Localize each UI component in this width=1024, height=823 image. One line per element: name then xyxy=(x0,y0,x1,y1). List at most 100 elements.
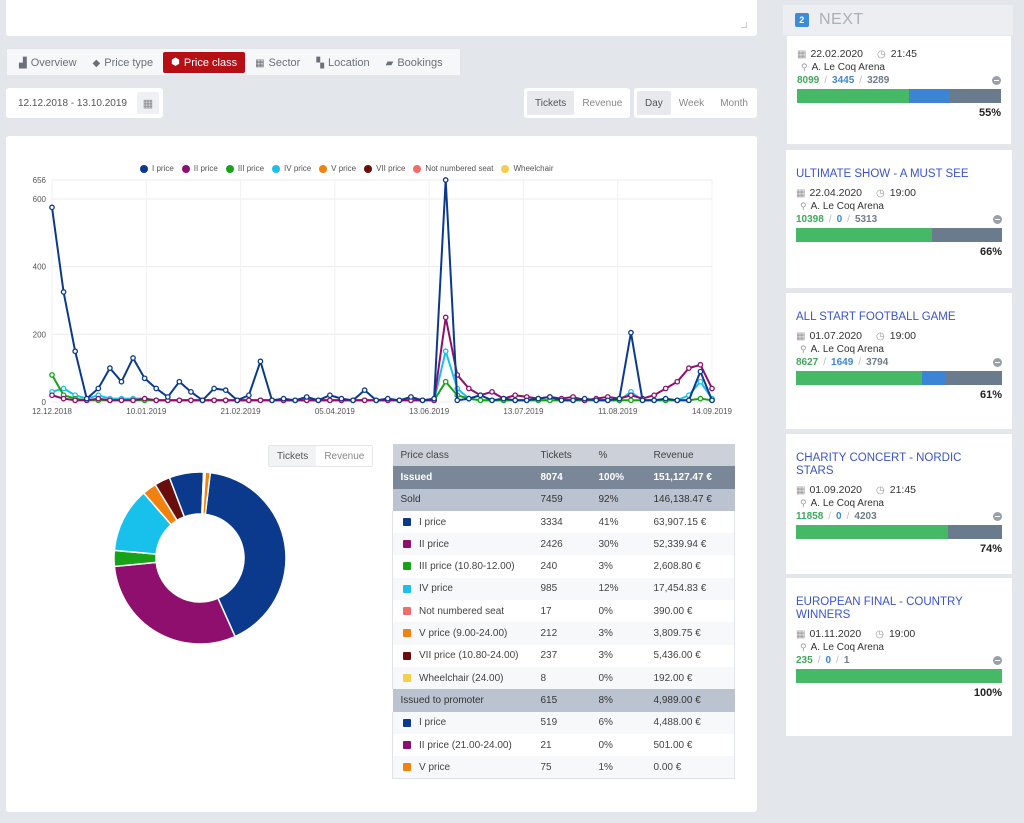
tab-price-class[interactable]: ⬢ Price class xyxy=(163,52,246,73)
tab-sector[interactable]: ▦ Sector xyxy=(255,57,301,69)
calendar-icon: ▦ xyxy=(796,330,806,342)
data-point xyxy=(662,395,669,402)
event-venue: ⚲ A. Le Coq Arena xyxy=(796,201,1002,212)
event-venue: ⚲ A. Le Coq Arena xyxy=(796,498,1002,509)
event-card[interactable]: CHARITY CONCERT - NORDIC STARS ▦ 01.09.202… xyxy=(786,434,1012,574)
col-revenue: Revenue xyxy=(653,449,694,461)
donut-tickets-button[interactable]: Tickets xyxy=(269,446,317,466)
data-point xyxy=(384,395,391,402)
event-percent: 74% xyxy=(979,543,1002,555)
collapse-icon[interactable] xyxy=(993,512,1002,521)
issued-revenue: 151,127.47 € xyxy=(653,471,712,483)
data-point xyxy=(338,395,345,402)
data-point xyxy=(628,329,634,336)
collapse-icon[interactable] xyxy=(993,358,1002,367)
data-point xyxy=(628,392,634,399)
legend-item[interactable]: II price xyxy=(181,164,218,173)
reserved-bar xyxy=(921,371,947,385)
legend-item[interactable]: Wheelchair xyxy=(501,164,553,173)
sold-bar xyxy=(796,228,932,242)
donut-revenue-button[interactable]: Revenue xyxy=(324,450,365,462)
price-class-table: Price class Tickets % Revenue Issued 807… xyxy=(392,444,735,779)
data-point xyxy=(674,397,681,404)
data-point xyxy=(60,395,67,402)
y-tick-label: 600 xyxy=(33,195,47,204)
event-card[interactable]: ▦ 22.02.2020 ◷ 21:45 ⚲ A. Le Coq Arena 8099/34… xyxy=(786,35,1012,145)
data-point xyxy=(95,395,102,402)
table-row: IV price 985 12% 17,454.83 € xyxy=(392,577,735,601)
cell-label: Wheelchair (24.00) xyxy=(393,667,533,689)
line-chart: 0 200 400 600 656 12.12.2018 10.01.2019 21.02.2… xyxy=(32,176,733,416)
tab-location[interactable]: ▚ Location xyxy=(316,57,370,69)
cell-revenue: 2,608.80 € xyxy=(653,561,701,573)
legend-item[interactable]: VII price xyxy=(364,164,405,173)
event-time: 19:00 xyxy=(888,628,916,640)
color-swatch xyxy=(403,651,411,660)
tab-price-type[interactable]: ◆ Price type xyxy=(92,57,154,69)
row-label: V price xyxy=(419,761,451,773)
collapse-icon[interactable] xyxy=(992,76,1001,85)
tab-overview[interactable]: ▟ Overview xyxy=(19,57,77,69)
cell-tickets: 3334 xyxy=(540,516,563,528)
resize-handle[interactable] xyxy=(741,22,747,28)
cell-label: V price (9.00-24.00) xyxy=(393,622,533,644)
data-point xyxy=(303,394,310,400)
event-percent: 61% xyxy=(979,389,1002,401)
legend-item[interactable]: I price xyxy=(140,164,174,173)
cube-icon: ⬢ xyxy=(171,57,180,68)
date-range-value[interactable]: 12.12.2018 - 13.10.2019 xyxy=(18,97,127,109)
donut-slice[interactable] xyxy=(201,471,212,516)
revenue-button[interactable]: Revenue xyxy=(582,97,623,109)
event-title[interactable]: EUROPEAN FINAL - COUNTRY WINNERS xyxy=(796,596,963,621)
book-icon: ▰ xyxy=(385,57,394,69)
data-point xyxy=(118,378,125,385)
event-card[interactable]: EUROPEAN FINAL - COUNTRY WINNERS ▦ 01.11.2… xyxy=(786,578,1012,736)
event-title[interactable]: CHARITY CONCERT - NORDIC STARS xyxy=(796,452,962,477)
sold-revenue: 146,138.47 € xyxy=(653,494,712,506)
data-point xyxy=(500,395,507,402)
tab-bookings[interactable]: ▰ Bookings xyxy=(385,57,443,69)
clock-icon: ◷ xyxy=(876,187,885,199)
event-title[interactable]: ALL START FOOTBALL GAME xyxy=(796,311,956,323)
event-card[interactable]: ULTIMATE SHOW - A MUST SEE ▦ 22.04.2020 ◷ 19… xyxy=(786,150,1012,288)
cell-label: VII price (10.80-24.00) xyxy=(393,645,533,667)
calendar-icon: ▦ xyxy=(796,187,806,199)
date-range-picker[interactable]: 12.12.2018 - 13.10.2019 ▦ xyxy=(6,88,163,118)
data-point xyxy=(315,397,322,404)
event-percent: 100% xyxy=(973,687,1002,699)
calendar-icon[interactable]: ▦ xyxy=(137,92,159,114)
sold-bar xyxy=(796,525,949,539)
capacity-bar xyxy=(796,228,1002,242)
legend-label: IV price xyxy=(284,164,312,173)
collapse-icon[interactable] xyxy=(993,656,1002,665)
sold-label: Sold xyxy=(400,494,421,506)
cell-pct: 0% xyxy=(598,672,613,684)
data-point xyxy=(72,397,79,404)
data-point xyxy=(245,397,252,404)
donut-slice[interactable] xyxy=(113,561,237,645)
event-venue-name: A. Le Coq Arena xyxy=(811,62,885,73)
donut-slice[interactable] xyxy=(204,471,287,638)
period-toggle: Day Week Month xyxy=(634,88,757,118)
legend-item[interactable]: III price xyxy=(225,164,264,173)
legend-label: Wheelchair xyxy=(513,164,554,173)
event-venue-name: A. Le Coq Arena xyxy=(810,642,884,653)
table-row: Not numbered seat 17 0% 390.00 € xyxy=(392,600,735,623)
color-swatch xyxy=(403,607,411,616)
month-button[interactable]: Month xyxy=(720,97,748,109)
day-button[interactable]: Day xyxy=(637,91,671,115)
legend-item[interactable]: V price xyxy=(319,164,356,173)
event-card[interactable]: ALL START FOOTBALL GAME ▦ 01.07.2020 ◷ 19:00… xyxy=(786,293,1012,429)
data-point xyxy=(280,395,287,402)
data-point xyxy=(153,397,160,404)
legend-item[interactable]: IV price xyxy=(272,164,311,173)
color-swatch xyxy=(403,762,411,771)
collapse-icon[interactable] xyxy=(993,215,1002,224)
x-tick-label: 21.02.2019 xyxy=(221,407,262,416)
event-title[interactable]: ULTIMATE SHOW - A MUST SEE xyxy=(796,168,969,180)
legend-item[interactable]: Not numbered seat xyxy=(413,164,493,173)
promoter-row: Issued to promoter 615 8% 4,989.00 € xyxy=(392,689,735,712)
tickets-button[interactable]: Tickets xyxy=(527,91,575,115)
clock-icon: ◷ xyxy=(875,628,884,640)
week-button[interactable]: Week xyxy=(678,97,705,109)
